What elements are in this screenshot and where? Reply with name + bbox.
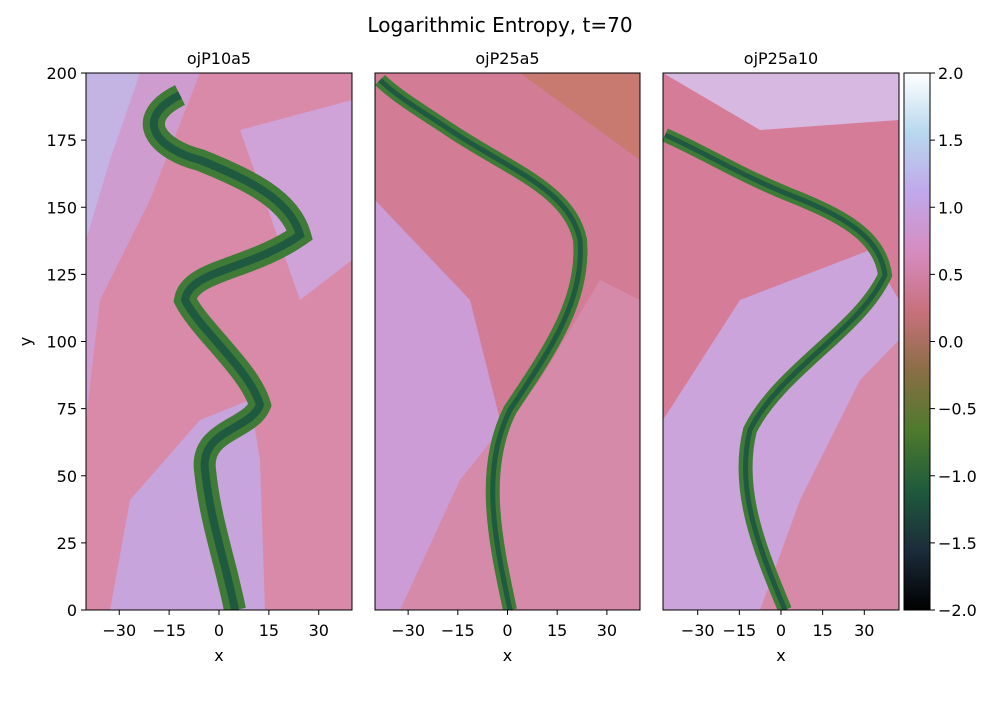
y-tick-label: 100 [46, 333, 77, 352]
colorbar-tick-label: 2.0 [938, 64, 963, 83]
y-tick-label: 75 [57, 400, 77, 419]
x-tick-label: −15 [152, 621, 186, 640]
x-axis-label: x [776, 646, 785, 665]
x-axis-label: x [503, 646, 512, 665]
x-tick-label: 15 [812, 621, 832, 640]
panel-title: ojP25a10 [744, 49, 818, 68]
x-tick-label: 30 [854, 621, 874, 640]
y-tick-label: 25 [57, 534, 77, 553]
x-tick-label: 0 [502, 621, 512, 640]
y-tick-label: 125 [46, 265, 77, 284]
panel-title: ojP25a5 [475, 49, 539, 68]
x-tick-label: −30 [681, 621, 715, 640]
colorbar-tick-label: 0.5 [938, 265, 963, 284]
heatmap-image [375, 73, 640, 610]
colorbar-tick-label: −0.5 [938, 400, 977, 419]
colorbar-tick-label: −1.0 [938, 467, 977, 486]
y-tick-label: 175 [46, 131, 77, 150]
x-tick-label: 30 [309, 621, 329, 640]
colorbar-tick-label: −2.0 [938, 601, 977, 620]
colorbar [903, 72, 931, 611]
colorbar-tick-label: −1.5 [938, 534, 977, 553]
colorbar-tick-label: 1.5 [938, 131, 963, 150]
x-tick-label: 0 [214, 621, 224, 640]
x-tick-label: 15 [259, 621, 279, 640]
heatmap-image [663, 73, 899, 610]
y-tick-label: 150 [46, 198, 77, 217]
colorbar-tick-label: 0.0 [938, 333, 963, 352]
y-tick-label: 50 [57, 467, 77, 486]
x-tick-label: 0 [776, 621, 786, 640]
figure-title: Logarithmic Entropy, t=70 [367, 13, 632, 37]
x-tick-label: 30 [597, 621, 617, 640]
x-tick-label: −15 [441, 621, 475, 640]
y-tick-label: 200 [46, 64, 77, 83]
x-tick-label: −15 [722, 621, 756, 640]
y-tick-label: 0 [67, 601, 77, 620]
panel-title: ojP10a5 [187, 49, 251, 68]
x-tick-label: −30 [391, 621, 425, 640]
x-axis-label: x [214, 646, 223, 665]
x-tick-label: 15 [547, 621, 567, 640]
heatmap-image [86, 73, 352, 610]
colorbar-tick-label: 1.0 [938, 198, 963, 217]
x-tick-label: −30 [102, 621, 136, 640]
y-axis-label: y [16, 337, 35, 346]
